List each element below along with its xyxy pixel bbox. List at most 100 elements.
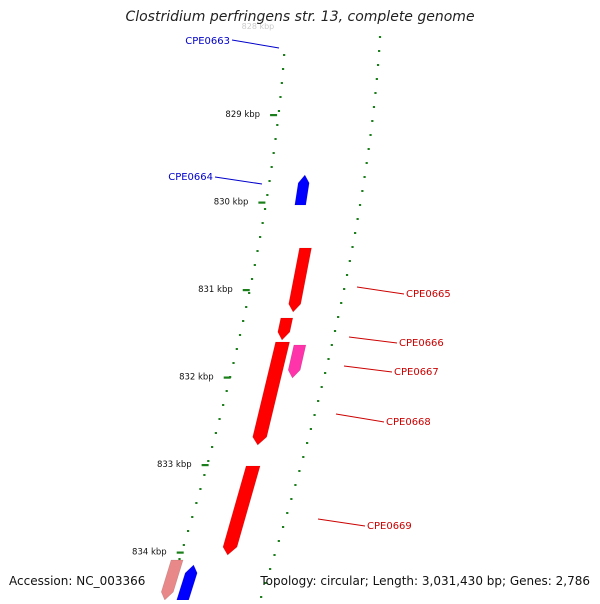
gene-label-cpe0666[interactable]: CPE0666: [399, 338, 444, 349]
outer-dot: [302, 456, 305, 458]
outer-dot: [354, 232, 357, 234]
outer-dot: [340, 302, 343, 304]
inner-dot: [266, 194, 269, 196]
kbp-tick-label: 829 kbp: [225, 110, 260, 120]
kbp-tick: [223, 376, 231, 379]
outer-dot: [371, 120, 374, 122]
outer-dot: [324, 372, 327, 374]
outer-dot: [374, 92, 377, 94]
outer-dot: [317, 400, 320, 402]
kbp-tick: [258, 201, 266, 204]
kbp-tick: [242, 289, 250, 292]
outer-dot: [286, 512, 289, 514]
genome-summary: Topology: circular; Length: 3,031,430 bp…: [260, 574, 590, 588]
outer-dot: [343, 288, 346, 290]
feature-pink-faint[interactable]: [160, 559, 184, 601]
outer-dot: [365, 162, 368, 164]
outer-dot: [378, 36, 382, 38]
inner-dot: [245, 306, 248, 308]
gene-labels[interactable]: CPE0663 CPE0664 CPE0665 CPE0666 CPE0667 CPE06…: [168, 36, 451, 532]
outer-dot: [361, 190, 364, 192]
kbp-tick: [176, 551, 184, 554]
gene-leader-line: [335, 413, 385, 423]
outer-dot: [306, 442, 309, 444]
inner-dot: [199, 488, 202, 490]
outer-dot: [351, 246, 354, 248]
gene-leader-line: [348, 336, 398, 344]
outer-dot: [330, 344, 333, 346]
inner-dot: [250, 278, 254, 280]
outer-dot: [313, 414, 316, 416]
kbp-tick-label: 833 kbp: [157, 460, 192, 470]
outer-dot: [375, 78, 378, 80]
feature-cpe0666[interactable]: [277, 317, 294, 341]
inner-dot: [225, 390, 228, 392]
inner-dot: [268, 180, 271, 182]
feature-blue-bottom[interactable]: [176, 564, 198, 601]
gene-label-cpe0664[interactable]: CPE0664: [168, 172, 213, 183]
inner-dot: [283, 54, 286, 56]
tick-label-faded: 828 kbp: [242, 22, 275, 31]
inner-dot: [281, 68, 285, 70]
inner-dot: [259, 236, 262, 238]
outer-dot: [269, 568, 272, 570]
outer-dot: [260, 596, 263, 598]
outer-dot: [281, 526, 285, 528]
outer-dot: [309, 428, 312, 430]
inner-dot: [280, 82, 283, 84]
inner-dot: [274, 138, 277, 140]
gc-skew-dots: [165, 36, 382, 602]
outer-dot: [356, 218, 359, 220]
kbp-tick-label: 831 kbp: [198, 285, 233, 295]
gene-label-cpe0668[interactable]: CPE0668: [386, 417, 431, 428]
gene-label-cpe0667[interactable]: CPE0667: [394, 367, 439, 378]
gene-leader-line: [343, 365, 393, 373]
gene-leader-line: [317, 518, 366, 527]
feature-cpe0669[interactable]: [222, 465, 261, 556]
outer-dot: [337, 316, 340, 318]
gene-label-cpe0665[interactable]: CPE0665: [406, 289, 451, 300]
gene-leader-line: [214, 176, 263, 185]
inner-dot: [276, 124, 279, 126]
outer-dot: [348, 260, 351, 262]
outer-dot: [367, 148, 370, 150]
feature-cpe0667[interactable]: [287, 344, 307, 379]
outer-dot: [369, 134, 372, 136]
inner-dot: [214, 432, 217, 434]
outer-dot: [277, 540, 280, 542]
kbp-tick: [201, 464, 209, 467]
inner-dot: [232, 362, 235, 364]
inner-dot: [195, 502, 198, 504]
gene-label-cpe0669[interactable]: CPE0669: [367, 521, 412, 532]
outer-dot: [320, 386, 323, 388]
outer-dot: [363, 176, 366, 178]
inner-dot: [182, 544, 185, 546]
inner-dot: [203, 474, 206, 476]
inner-dot: [277, 110, 281, 112]
feature-cpe0668[interactable]: [252, 341, 290, 446]
inner-dot: [207, 460, 210, 462]
outer-dot: [378, 50, 381, 52]
inner-dot: [253, 264, 256, 266]
outer-dot: [376, 64, 380, 66]
kbp-tick-label: 830 kbp: [214, 198, 249, 208]
outer-dot: [298, 470, 301, 472]
inner-dot: [279, 96, 282, 98]
feature-cpe0665[interactable]: [288, 247, 312, 313]
gene-label-cpe0663[interactable]: CPE0663: [185, 36, 230, 47]
inner-dot: [261, 222, 264, 224]
outer-dot: [358, 204, 362, 206]
inner-dot: [238, 334, 242, 336]
inner-dot: [191, 516, 194, 518]
inner-dot: [263, 208, 267, 210]
gene-leader-line: [231, 39, 280, 49]
inner-dot: [222, 404, 225, 406]
kbp-ticks: 828 kbp 829 kbp 830 kbp 831 kbp 832 kbp 833 k…: [132, 22, 278, 558]
inner-dot: [270, 166, 273, 168]
feature-cpe0664[interactable]: [294, 174, 310, 206]
outer-dot: [264, 582, 267, 584]
inner-dot: [186, 530, 190, 532]
inner-dot: [248, 292, 251, 294]
inner-dot: [272, 152, 275, 154]
